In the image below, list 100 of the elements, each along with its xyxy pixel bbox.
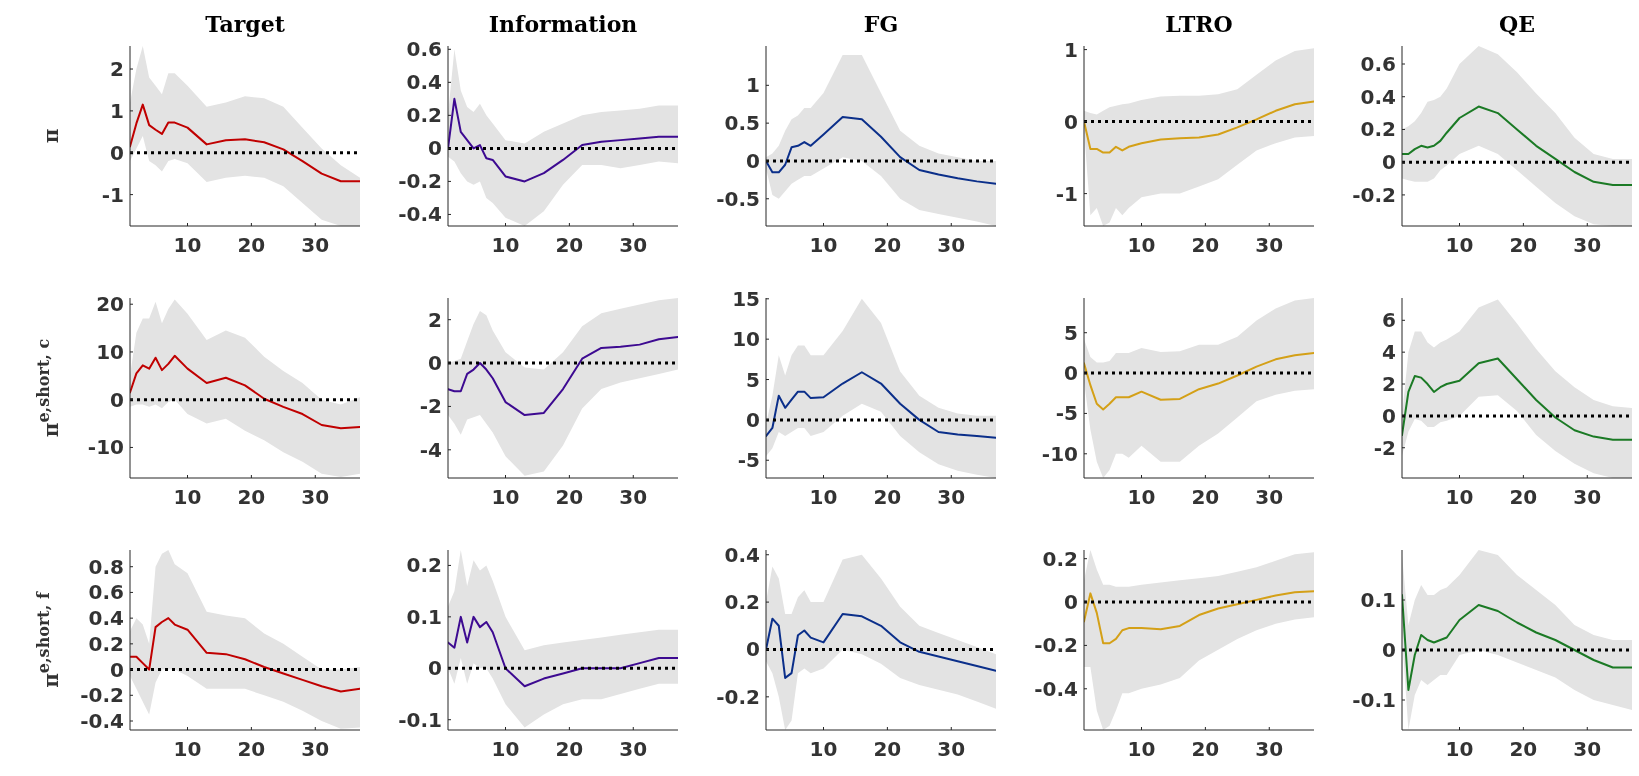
y-tick-label: 1 [1064, 37, 1078, 62]
y-tick-label: -0.4 [398, 202, 442, 227]
x-tick-label: 20 [873, 485, 902, 509]
chart-title: Target [205, 11, 286, 37]
line-series [766, 612, 996, 679]
x-tick-label: 30 [301, 485, 330, 509]
y-tick-label: -0.2 [1034, 633, 1078, 658]
x-tick-label: 30 [1255, 233, 1284, 257]
y-tick-label: -5 [1055, 401, 1078, 426]
line-series [1084, 590, 1314, 645]
y-tick-label: -0.1 [398, 707, 442, 732]
y-tick-label: 0 [428, 351, 442, 376]
x-tick-label: 10 [173, 737, 202, 761]
y-tick-label: 0.2 [724, 590, 760, 615]
x-tick-label: 20 [873, 737, 902, 761]
y-tick-label: 1 [110, 98, 124, 123]
x-tick-label: 10 [809, 737, 838, 761]
y-tick-label: -0.5 [716, 186, 760, 211]
y-tick-label: 0.6 [88, 580, 124, 605]
y-tick-label: 10 [96, 339, 124, 364]
x-tick-label: 30 [619, 233, 648, 257]
y-tick-label: -5 [737, 448, 760, 473]
y-tick-label: -0.4 [80, 709, 124, 733]
x-tick-label: 30 [301, 737, 330, 761]
y-axis-title: π [39, 128, 63, 144]
y-tick-label: 0.8 [88, 554, 124, 579]
y-tick-label: 0 [1382, 638, 1396, 662]
x-tick-label: 30 [1573, 233, 1602, 257]
y-tick-label: -0.2 [80, 683, 124, 708]
y-tick-label: 0 [428, 656, 442, 681]
x-tick-label: 30 [619, 485, 648, 509]
y-tick-label: -10 [1041, 441, 1078, 466]
x-tick-label: 20 [237, 485, 266, 509]
x-tick-label: 10 [809, 233, 838, 257]
y-tick-label: 0 [1064, 361, 1078, 386]
y-tick-label: 0 [746, 637, 760, 662]
y-tick-label: -2 [419, 394, 442, 419]
y-tick-label: 4 [1382, 340, 1396, 365]
y-tick-label: -0.1 [1352, 688, 1396, 712]
x-tick-label: 30 [1255, 737, 1284, 761]
y-tick-label: 0.1 [1360, 588, 1396, 612]
line-series [1084, 351, 1314, 411]
y-tick-label: 20 [96, 292, 124, 317]
y-tick-label: 0 [746, 148, 760, 173]
y-tick-label: 0 [746, 407, 760, 432]
x-tick-label: 30 [937, 485, 966, 509]
y-tick-label: -1 [1055, 181, 1078, 206]
y-tick-label: 2 [110, 57, 124, 82]
y-tick-label: -2 [1373, 435, 1396, 460]
line-series [448, 336, 678, 417]
x-tick-label: 20 [237, 737, 266, 761]
x-tick-label: 20 [555, 233, 584, 257]
line-series [448, 615, 678, 688]
line-series [1402, 105, 1632, 187]
line-series [448, 97, 678, 183]
line-series [766, 116, 996, 185]
x-tick-label: 20 [1191, 485, 1220, 509]
x-tick-label: 20 [1509, 233, 1538, 257]
x-tick-label: 30 [937, 737, 966, 761]
y-tick-label: 0 [110, 140, 124, 165]
x-tick-label: 10 [1127, 737, 1156, 761]
x-tick-label: 10 [173, 485, 202, 509]
x-tick-label: 20 [1509, 485, 1538, 509]
y-tick-label: 15 [732, 286, 760, 311]
line-series [130, 354, 360, 430]
y-tick-label: 0 [110, 387, 124, 412]
chart-title: LTRO [1165, 11, 1233, 37]
x-tick-label: 10 [1127, 485, 1156, 509]
y-tick-label: 5 [1064, 320, 1078, 345]
y-tick-label: 0.4 [88, 606, 124, 631]
x-tick-label: 10 [1445, 485, 1474, 509]
y-tick-label: 0.4 [406, 70, 442, 95]
x-tick-label: 10 [491, 485, 520, 509]
x-tick-label: 20 [1191, 233, 1220, 257]
y-tick-label: 1 [746, 73, 760, 98]
y-tick-label: 0.4 [724, 542, 760, 567]
x-tick-label: 10 [1445, 737, 1474, 761]
y-tick-label: -1 [101, 182, 124, 207]
line-series [1402, 357, 1632, 441]
y-tick-label: 0.5 [724, 111, 760, 136]
chart-title: QE [1499, 11, 1535, 37]
y-tick-label: 0 [110, 657, 124, 682]
x-tick-label: 10 [1445, 233, 1474, 257]
x-tick-label: 30 [301, 233, 330, 257]
x-tick-label: 10 [809, 485, 838, 509]
x-tick-label: 20 [237, 233, 266, 257]
y-tick-label: -10 [87, 435, 124, 460]
x-tick-label: 30 [1573, 485, 1602, 509]
y-tick-label: 0 [1064, 590, 1078, 615]
y-tick-label: 0.2 [1042, 546, 1078, 571]
x-tick-label: 30 [1573, 737, 1602, 761]
x-tick-label: 10 [1127, 233, 1156, 257]
y-tick-label: 0.2 [406, 553, 442, 578]
y-tick-label: 0.4 [1360, 84, 1396, 109]
line-series [130, 617, 360, 693]
chart-title: FG [863, 11, 899, 37]
x-tick-label: 30 [937, 233, 966, 257]
y-tick-label: 0 [428, 136, 442, 161]
x-tick-label: 20 [873, 233, 902, 257]
y-tick-label: -0.2 [398, 169, 442, 194]
